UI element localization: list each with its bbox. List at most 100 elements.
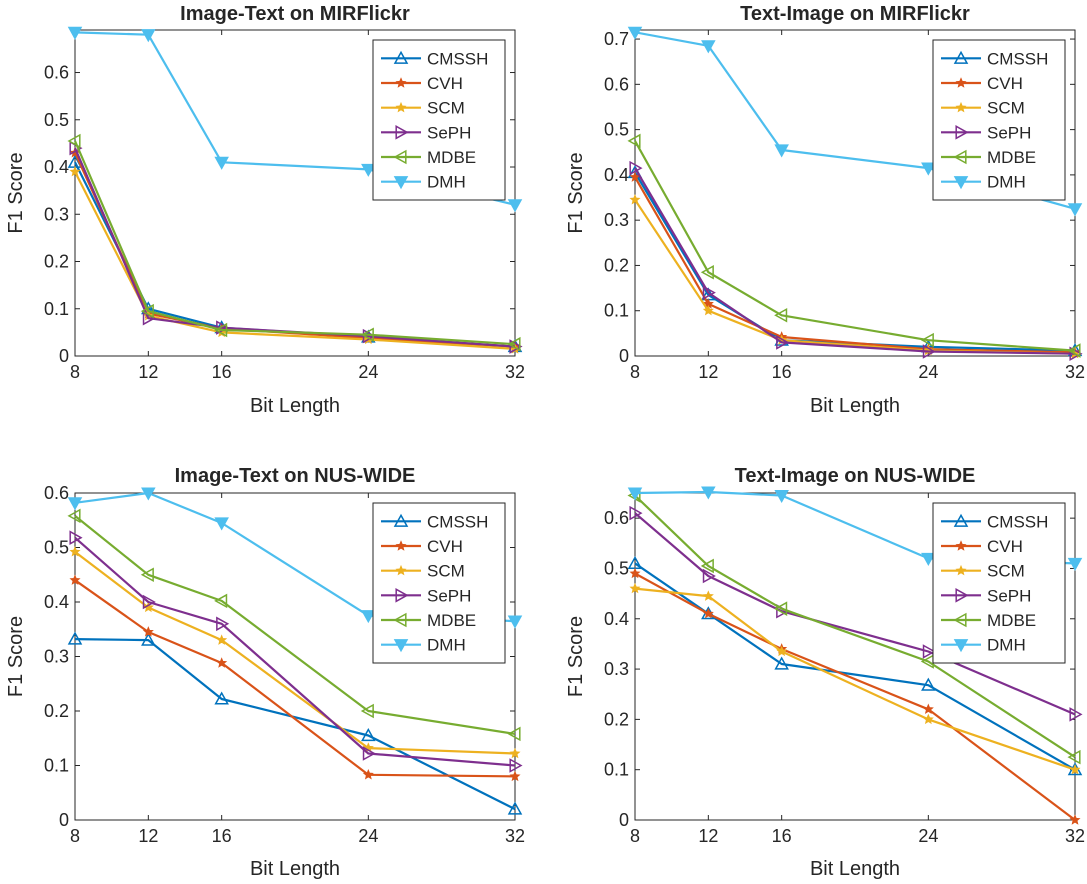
x-tick-label: 12	[138, 362, 158, 382]
x-tick-label: 12	[698, 826, 718, 846]
data-point-seph	[1069, 707, 1083, 722]
series-cmssh	[67, 631, 523, 815]
data-point-dmh	[141, 487, 156, 501]
y-tick-label: 0	[59, 810, 69, 830]
legend-label: MDBE	[987, 611, 1036, 630]
legend-swatch-marker	[393, 513, 409, 527]
data-point-dmh	[627, 487, 643, 501]
data-point-scm	[69, 165, 81, 177]
y-tick-label: 0.5	[44, 538, 69, 558]
series-line-mdbe	[634, 140, 1076, 352]
data-point-mdbe	[627, 133, 641, 149]
data-point-scm	[629, 193, 641, 205]
x-tick-label: 8	[630, 362, 640, 382]
data-point-dmh	[507, 615, 523, 629]
legend-entry-cmssh: CMSSH	[941, 49, 1048, 68]
y-tick-label: 0.4	[604, 609, 629, 629]
x-tick-label: 32	[1065, 362, 1085, 382]
legend-entry-dmh: DMH	[941, 636, 1026, 655]
legend-swatch-marker	[955, 125, 969, 140]
data-point-mdbe	[140, 567, 154, 583]
data-point-mdbe	[507, 726, 521, 742]
series-cvh	[69, 574, 521, 782]
legend-swatch-marker	[955, 77, 967, 88]
legend-swatch-marker	[395, 77, 407, 88]
data-point-dmh	[921, 552, 936, 566]
legend-swatch-marker	[953, 176, 969, 190]
y-tick-label: 0.5	[604, 120, 629, 140]
y-tick-label: 0.2	[604, 709, 629, 729]
data-point-seph	[922, 344, 936, 359]
legend-swatch-marker	[955, 101, 967, 113]
legend-box	[932, 502, 1066, 664]
y-tick-label: 0.3	[604, 659, 629, 679]
legend-entry-dmh: DMH	[381, 173, 466, 192]
x-tick-label: 8	[70, 826, 80, 846]
data-point-seph	[922, 644, 936, 659]
data-point-dmh	[701, 40, 716, 54]
data-point-mdbe	[360, 327, 374, 343]
legend-swatch-marker	[395, 564, 407, 576]
legend-entry-seph: SePH	[381, 586, 471, 605]
x-tick-label: 16	[772, 826, 792, 846]
data-point-scm	[702, 590, 714, 601]
y-tick-label: 0.1	[604, 760, 629, 780]
legend-swatch-marker	[955, 540, 967, 551]
series-seph	[629, 160, 1083, 362]
data-point-cvh	[216, 657, 228, 668]
data-point-mdbe	[67, 133, 81, 149]
legend-swatch-marker	[393, 176, 409, 190]
legend-label: CVH	[427, 74, 463, 93]
chart-panel-3: Image-Text on NUS-WIDE 8 12 16 24 32 0 0.1 0.2 0.…	[5, 465, 525, 880]
legend-box	[372, 502, 506, 664]
data-point-dmh	[774, 489, 789, 504]
x-tick-label: 24	[918, 362, 938, 382]
x-tick-label: 16	[212, 826, 232, 846]
x-tick-label: 12	[698, 362, 718, 382]
y-tick-label: 0	[59, 346, 69, 366]
legend-swatch-marker	[393, 149, 407, 165]
legend-label: CMSSH	[427, 49, 488, 68]
legend-swatch-marker	[953, 513, 969, 527]
series-line-cmssh	[634, 562, 1076, 771]
legend-label: CMSSH	[427, 512, 488, 531]
legend-entry-cmssh: CMSSH	[381, 49, 488, 68]
legend: CMSSH CVH SCM SePH MDBE DMH	[372, 502, 506, 664]
data-point-mdbe	[140, 303, 154, 319]
legend-entry-cmssh: CMSSH	[381, 512, 488, 531]
legend-swatch-marker	[953, 50, 969, 64]
series-mdbe	[627, 133, 1081, 358]
data-point-mdbe	[774, 601, 788, 616]
legend-box	[932, 39, 1066, 201]
legend-swatch-marker	[395, 101, 407, 113]
data-point-mdbe	[920, 332, 934, 348]
legend-entry-seph: SePH	[941, 586, 1031, 605]
data-point-dmh	[1067, 203, 1083, 217]
data-point-scm	[142, 601, 154, 613]
series-mdbe	[67, 508, 521, 742]
data-point-cvh	[362, 768, 374, 780]
y-tick-label: 0.3	[44, 647, 69, 667]
legend: CMSSH CVH SCM SePH MDBE DMH	[372, 39, 506, 201]
data-point-dmh	[67, 26, 83, 40]
series-seph	[69, 530, 523, 773]
series-mdbe	[627, 488, 1081, 765]
y-tick-label: 0.2	[44, 252, 69, 272]
y-tick-label: 0.3	[44, 204, 69, 224]
data-point-cvh	[1069, 814, 1081, 825]
legend-swatch-marker	[955, 588, 969, 603]
x-axis-label: Bit Length	[810, 395, 900, 417]
y-tick-label: 0.1	[44, 756, 69, 776]
y-tick-label: 0.6	[44, 63, 69, 83]
legend-label: SCM	[987, 562, 1025, 581]
data-point-mdbe	[700, 558, 714, 574]
x-axis-label: Bit Length	[250, 858, 340, 880]
data-point-seph	[216, 616, 230, 632]
x-tick-label: 32	[505, 826, 525, 846]
data-point-mdbe	[1067, 749, 1081, 765]
data-point-dmh	[627, 26, 643, 40]
chart-title: Image-Text on MIRFlickr	[180, 3, 410, 25]
legend-label: DMH	[427, 173, 466, 192]
data-point-scm	[776, 645, 788, 657]
data-point-dmh	[214, 517, 229, 531]
